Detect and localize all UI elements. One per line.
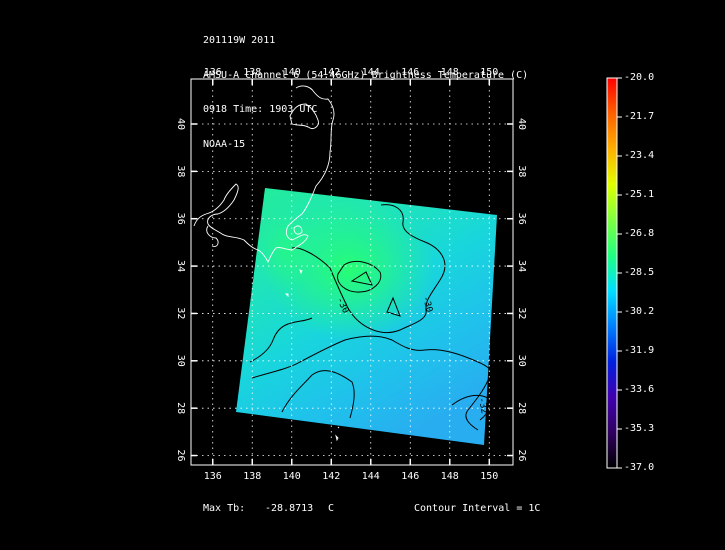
frame-border <box>190 78 514 466</box>
colorbar <box>606 77 622 469</box>
coastline-japan <box>193 85 335 264</box>
lon-label-top: 144 <box>362 67 380 78</box>
contour-interval: Contour Interval = 1C <box>414 503 541 514</box>
contour-label: -30 <box>420 295 434 313</box>
lat-label-right: 32 <box>516 307 527 319</box>
contour-labels: -30 -30 -32 <box>334 295 488 414</box>
max-tb-value: -28.8713 <box>265 503 314 514</box>
colorbar-label: -30.2 <box>624 306 655 317</box>
lat-label-left: 36 <box>175 213 186 225</box>
lon-label-bottom: 148 <box>441 471 459 482</box>
coastline-islet <box>299 269 303 275</box>
lon-label-top: 136 <box>204 67 222 78</box>
lon-label-bottom: 138 <box>243 471 261 482</box>
colorbar-label: -21.7 <box>624 111 655 122</box>
max-tb-unit: C <box>328 503 335 514</box>
contour-line <box>251 335 494 381</box>
lon-label-bottom: 136 <box>204 471 222 482</box>
header-line-time: 0918 Time: 1903 UTC <box>203 104 318 115</box>
colorbar-label: -37.0 <box>624 462 655 473</box>
contour-line <box>337 261 382 293</box>
lon-label-top: 140 <box>283 67 301 78</box>
lon-label-bottom: 150 <box>480 471 498 482</box>
colorbar-label: -31.9 <box>624 345 655 356</box>
contour-line <box>249 317 313 363</box>
coastline-north <box>289 103 319 129</box>
graticule <box>191 79 513 465</box>
plot-header: 201119W 2011 AMSU-A Channel 6 (54.46GHz)… <box>203 12 528 162</box>
coastline-islet <box>337 426 340 429</box>
lon-label-bottom: 144 <box>362 471 380 482</box>
contour-label: -32 <box>476 397 489 415</box>
lat-label-right: 28 <box>516 402 527 414</box>
lon-label-bottom: 146 <box>401 471 419 482</box>
coastline-peninsula <box>293 225 303 235</box>
temperature-contours <box>249 204 494 431</box>
lat-label-right: 40 <box>516 118 527 130</box>
coastline-kyushu <box>206 225 219 247</box>
contour-line <box>350 271 373 286</box>
colorbar-ticks <box>617 77 622 469</box>
lon-label-top: 142 <box>322 67 340 78</box>
lat-label-right: 34 <box>516 260 527 272</box>
contour-line <box>291 204 446 334</box>
colorbar-label: -26.8 <box>624 228 655 239</box>
lat-label-right: 26 <box>516 450 527 462</box>
lat-label-left: 32 <box>175 307 186 319</box>
contour-line <box>386 296 401 317</box>
header-line-date: 201119W 2011 <box>203 35 276 46</box>
lat-label-left: 38 <box>175 165 186 177</box>
coastline-islet <box>284 293 289 298</box>
header-line-satellite: NOAA-15 <box>203 138 246 150</box>
lat-label-left: 30 <box>175 355 186 367</box>
contour-line <box>451 394 491 421</box>
lon-label-bottom: 142 <box>322 471 340 482</box>
contour-line <box>465 377 490 431</box>
lat-label-right: 38 <box>516 165 527 177</box>
coastlines <box>193 85 340 442</box>
colorbar-label: -20.0 <box>624 72 655 83</box>
lat-label-left: 40 <box>175 118 186 130</box>
lon-label-top: 146 <box>401 67 419 78</box>
warm-west <box>255 210 315 290</box>
coastline-islet <box>335 434 339 442</box>
lon-label-top: 138 <box>243 67 261 78</box>
data-swath <box>236 188 497 445</box>
lon-label-top: 148 <box>441 67 459 78</box>
header-line-product: AMSU-A Channel 6 (54.46GHz) Brightness T… <box>203 69 529 81</box>
lon-label-top: 150 <box>480 67 498 78</box>
colorbar-label: -35.3 <box>624 423 655 434</box>
max-tb-label: Max Tb: <box>203 503 246 514</box>
colorbar-label: -23.4 <box>624 150 655 161</box>
colorbar-fill <box>607 78 617 468</box>
axis-tick-labels: 136 136 138 138 140 140 142 142 144 144 146 146 148 1… <box>175 67 527 482</box>
lat-label-right: 30 <box>516 355 527 367</box>
colorbar-label: -25.1 <box>624 189 655 200</box>
colorbar-label: -33.6 <box>624 384 655 395</box>
lat-label-left: 34 <box>175 260 186 272</box>
lat-label-left: 28 <box>175 402 186 414</box>
lon-label-bottom: 140 <box>283 471 301 482</box>
map-frame <box>190 78 514 466</box>
colorbar-label: -28.5 <box>624 267 655 278</box>
lat-label-right: 36 <box>516 213 527 225</box>
lat-label-left: 26 <box>175 450 186 462</box>
